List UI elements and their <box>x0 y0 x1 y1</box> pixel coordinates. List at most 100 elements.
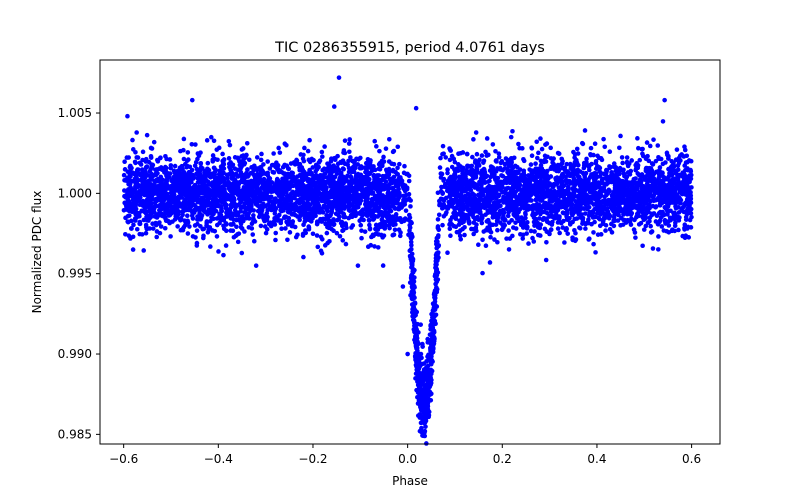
data-point <box>538 158 544 164</box>
data-point <box>656 247 661 252</box>
data-point <box>163 211 168 216</box>
data-point <box>259 151 264 157</box>
data-point <box>397 161 402 167</box>
data-point <box>518 199 524 205</box>
data-point <box>507 159 513 165</box>
data-point <box>506 247 512 252</box>
data-point <box>172 163 178 169</box>
data-point <box>387 137 392 142</box>
data-point <box>508 134 514 140</box>
data-point <box>273 237 278 243</box>
data-point <box>223 221 229 226</box>
data-point <box>564 180 570 186</box>
data-point <box>383 204 388 210</box>
data-point <box>536 166 541 172</box>
data-point <box>528 228 534 234</box>
data-point <box>198 160 204 166</box>
data-point <box>366 181 372 187</box>
data-point <box>657 209 663 215</box>
data-point <box>135 155 141 160</box>
data-point <box>334 230 340 236</box>
data-point <box>493 206 499 212</box>
data-point <box>312 204 318 209</box>
data-point <box>602 194 607 200</box>
data-point <box>125 219 130 224</box>
data-point <box>386 166 392 172</box>
data-point <box>314 233 320 238</box>
data-point <box>571 175 576 181</box>
data-point <box>648 223 653 229</box>
data-point <box>329 156 334 162</box>
data-point <box>557 178 562 184</box>
data-point <box>154 234 160 240</box>
data-point <box>654 213 660 219</box>
data-point <box>341 166 347 172</box>
data-point <box>210 159 216 164</box>
data-point <box>598 232 604 237</box>
data-point <box>137 231 143 237</box>
data-point <box>628 222 634 227</box>
data-point <box>486 152 491 158</box>
data-point <box>258 157 264 163</box>
data-point <box>674 147 680 152</box>
data-point <box>675 176 681 181</box>
data-point <box>348 155 353 160</box>
data-point <box>452 205 458 211</box>
data-point <box>169 187 175 193</box>
data-point <box>445 170 450 176</box>
data-point <box>286 209 292 215</box>
data-point <box>423 424 428 429</box>
data-point <box>272 196 277 202</box>
data-point <box>557 215 562 221</box>
data-point <box>549 222 555 227</box>
data-point <box>555 190 561 195</box>
data-point <box>167 198 173 204</box>
data-point <box>189 179 194 185</box>
data-point <box>251 238 257 244</box>
data-point <box>318 248 324 254</box>
data-point <box>265 159 270 164</box>
data-point <box>125 169 131 175</box>
data-point <box>210 153 216 158</box>
data-point <box>254 155 260 160</box>
data-point <box>194 228 200 233</box>
data-point <box>147 168 153 174</box>
data-point <box>628 180 634 186</box>
data-point <box>657 193 662 199</box>
data-point <box>444 210 449 215</box>
data-point <box>482 174 488 179</box>
data-point <box>193 142 198 147</box>
data-point <box>640 243 645 249</box>
data-point <box>390 149 396 155</box>
data-point <box>613 202 619 207</box>
data-point <box>408 204 413 209</box>
data-point <box>475 170 481 175</box>
data-point <box>623 178 629 184</box>
data-point <box>371 233 376 239</box>
data-point <box>458 237 464 242</box>
data-point <box>562 240 567 245</box>
data-point <box>555 226 561 231</box>
data-point <box>206 227 211 232</box>
data-point <box>483 227 489 233</box>
data-point <box>340 228 345 234</box>
data-point <box>298 179 303 185</box>
data-point <box>507 203 513 209</box>
data-point <box>203 201 208 207</box>
data-point <box>391 179 397 185</box>
data-point <box>624 155 630 160</box>
data-point <box>300 156 306 162</box>
data-point <box>241 159 246 164</box>
data-point <box>184 183 190 188</box>
data-point <box>532 229 537 234</box>
data-point <box>204 138 210 143</box>
data-point <box>180 212 185 218</box>
data-point <box>474 151 480 157</box>
data-point <box>577 193 582 198</box>
data-point <box>629 158 635 163</box>
data-point <box>515 216 521 221</box>
data-point <box>231 221 236 227</box>
data-point <box>320 154 325 159</box>
data-point <box>386 159 392 164</box>
data-point <box>144 214 149 220</box>
